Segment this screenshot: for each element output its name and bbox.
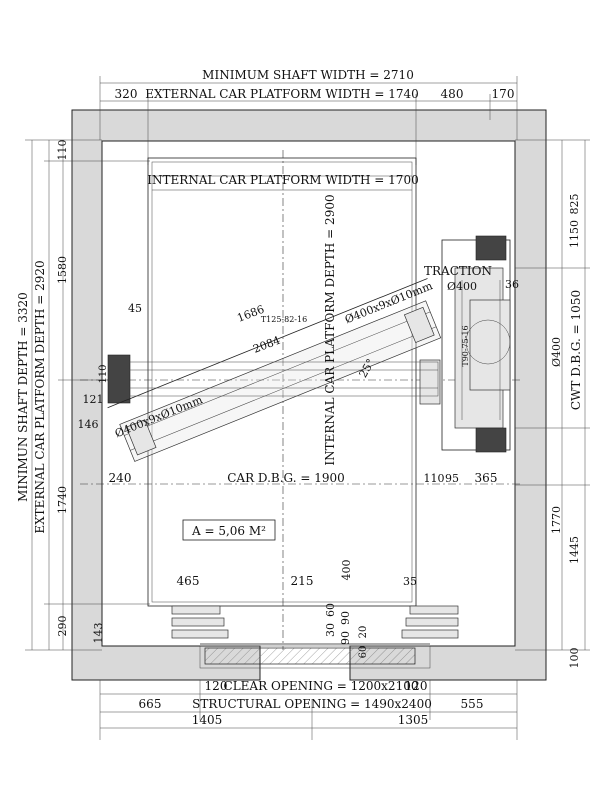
svg-text:170: 170 <box>492 87 515 101</box>
svg-text:120: 120 <box>205 679 228 693</box>
svg-text:465: 465 <box>177 574 200 588</box>
svg-text:Ø400: Ø400 <box>550 337 563 367</box>
cwt-dbg-label: CWT D.B.G. = 1050 <box>569 290 583 410</box>
svg-text:320: 320 <box>115 87 138 101</box>
svg-text:215: 215 <box>291 574 314 588</box>
min-shaft-depth-label: MINIMUN SHAFT DEPTH = 3320 <box>16 292 30 502</box>
svg-text:825: 825 <box>568 194 581 215</box>
svg-text:665: 665 <box>139 697 162 711</box>
svg-text:146: 146 <box>78 418 99 431</box>
traction-label: TRACTION <box>424 264 492 278</box>
stretcher-frame <box>107 278 442 462</box>
svg-text:Ø400: Ø400 <box>447 280 477 293</box>
svg-text:1405: 1405 <box>192 713 223 727</box>
svg-text:120: 120 <box>405 679 428 693</box>
car-platform <box>80 150 520 650</box>
svg-text:1150: 1150 <box>568 220 581 248</box>
svg-text:60: 60 <box>358 646 369 659</box>
svg-text:36: 36 <box>505 278 519 291</box>
landing-door <box>171 605 459 669</box>
svg-text:60: 60 <box>324 603 337 617</box>
svg-text:95: 95 <box>445 472 459 485</box>
svg-text:100: 100 <box>568 648 581 669</box>
svg-text:45: 45 <box>128 302 142 315</box>
traction-machine <box>441 235 511 453</box>
area-label: A = 5,06 M² <box>191 524 266 538</box>
svg-text:1740: 1740 <box>56 486 69 514</box>
svg-text:1770: 1770 <box>550 506 563 534</box>
svg-text:365: 365 <box>475 471 498 485</box>
dimension-lines <box>25 76 590 740</box>
svg-text:90: 90 <box>339 611 352 625</box>
svg-text:T125-82-16: T125-82-16 <box>261 315 307 324</box>
svg-text:480: 480 <box>441 87 464 101</box>
structural-opening-label: STRUCTURAL OPENING = 1490x2400 <box>192 697 432 711</box>
svg-text:T90-75-16: T90-75-16 <box>461 325 470 366</box>
beam-horizontal <box>117 361 439 397</box>
svg-text:35: 35 <box>403 575 417 588</box>
svg-text:240: 240 <box>109 471 132 485</box>
svg-text:143: 143 <box>92 623 105 644</box>
svg-text:1305: 1305 <box>398 713 429 727</box>
svg-text:110: 110 <box>56 140 69 161</box>
svg-text:1445: 1445 <box>568 536 581 564</box>
svg-text:2084: 2084 <box>251 334 282 356</box>
clear-opening-label: CLEAR OPENING = 1200x2100 <box>224 679 419 693</box>
ext-car-platform-depth-label: EXTERNAL CAR PLATFORM DEPTH = 2920 <box>33 260 47 533</box>
area-box <box>182 519 276 541</box>
svg-text:555: 555 <box>461 697 484 711</box>
svg-text:90: 90 <box>339 631 352 645</box>
internal-car-platform-width-label: INTERNAL CAR PLATFORM WIDTH = 1700 <box>147 173 418 187</box>
car-dbg-label: CAR D.B.G. = 1900 <box>227 471 345 485</box>
svg-text:290: 290 <box>56 616 69 637</box>
svg-text:110: 110 <box>98 364 109 383</box>
svg-text:400: 400 <box>340 560 353 581</box>
min-shaft-width-label: MINIMUM SHAFT WIDTH = 2710 <box>202 68 414 82</box>
svg-text:110: 110 <box>424 472 445 485</box>
svg-text:20: 20 <box>358 626 369 639</box>
svg-text:121: 121 <box>83 393 104 406</box>
ext-car-platform-width-label: EXTERNAL CAR PLATFORM WIDTH = 1740 <box>145 87 419 101</box>
svg-text:1580: 1580 <box>56 256 69 284</box>
svg-text:30: 30 <box>324 623 337 637</box>
internal-car-platform-depth-label: INTERNAL CAR PLATFORM DEPTH = 2900 <box>323 194 337 465</box>
